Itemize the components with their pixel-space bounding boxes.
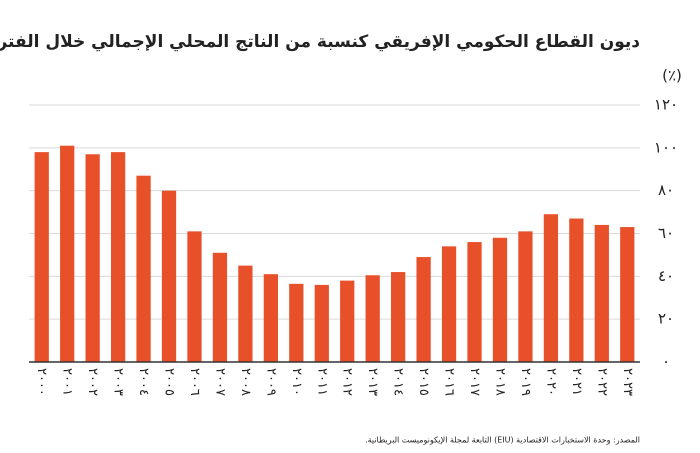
bar <box>34 152 49 362</box>
x-tick-label: ٢٠١٥ <box>416 368 431 396</box>
chart-title: ديون القطاع الحكومي الإفريقي كنسبة من ال… <box>0 32 640 52</box>
x-tick-label: ٢٠١٦ <box>442 368 457 396</box>
y-tick-label: ٠ <box>662 353 670 371</box>
bar <box>238 265 253 362</box>
x-tick-label: ٢٠٢١ <box>569 368 584 396</box>
bar <box>441 246 457 362</box>
bar <box>263 274 278 362</box>
bar <box>365 275 380 362</box>
x-tick-label: ٢٠٠٣ <box>111 368 126 396</box>
x-tick-label: ٢٠٠٦ <box>187 368 202 396</box>
bar <box>85 154 100 362</box>
y-tick-label: ٨٠ <box>658 181 674 199</box>
y-tick-label: ٦٠ <box>658 224 674 242</box>
bar <box>569 218 584 362</box>
x-tick-label: ٢٠٠١ <box>60 368 75 396</box>
x-tick-label: ٢٠١٤ <box>391 368 406 396</box>
y-tick-label: ٤٠ <box>658 267 674 285</box>
x-tick-label: ٢٠٠٠ <box>34 368 49 396</box>
x-tick-label: ٢٠٢٣ <box>620 368 635 396</box>
bar <box>391 272 406 362</box>
x-tick-label: ٢٠٢٢ <box>594 368 609 396</box>
x-tick-label: ٢٠١١ <box>314 368 329 396</box>
y-tick-label: ٢٠ <box>658 310 674 328</box>
y-tick-label: ١٠٠ <box>654 138 678 156</box>
bar <box>620 227 635 362</box>
bar <box>212 252 228 362</box>
bar <box>467 242 482 362</box>
bar <box>518 231 533 362</box>
bar <box>136 175 151 362</box>
x-tick-label: ٢٠٠٥ <box>162 368 177 396</box>
bar <box>110 152 126 362</box>
y-tick-label: ١٢٠ <box>654 96 678 114</box>
bar <box>492 237 508 362</box>
source-note: المصدر: وحدة الاستخبارات الاقتصادية (EIU… <box>365 436 640 446</box>
x-tick-label: ٢٠١٠ <box>289 368 304 396</box>
bar <box>289 283 304 362</box>
bar <box>314 284 329 362</box>
x-tick-label: ٢٠٠٩ <box>263 368 278 396</box>
x-tick-label: ٢٠١٩ <box>518 368 533 396</box>
x-tick-label: ٢٠١٣ <box>365 368 380 396</box>
x-tick-label: ٢٠١٨ <box>492 368 507 396</box>
x-tick-label: ٢٠٢٠ <box>543 368 558 396</box>
x-tick-label: ٢٠٠٢ <box>85 368 100 396</box>
x-tick-label: ٢٠٠٧ <box>212 368 227 396</box>
bar <box>416 257 431 362</box>
bar <box>161 190 177 362</box>
x-tick-label: ٢٠٠٨ <box>238 368 253 396</box>
x-tick-label: ٢٠٠٤ <box>136 368 151 396</box>
bar <box>187 231 202 362</box>
x-tick-label: ٢٠١٢ <box>340 368 355 396</box>
y-axis-label: (٪) <box>662 67 682 85</box>
bar <box>60 145 75 362</box>
bar <box>340 280 355 362</box>
bar <box>543 214 559 362</box>
x-tick-label: ٢٠١٧ <box>467 368 482 396</box>
bar <box>594 224 609 362</box>
